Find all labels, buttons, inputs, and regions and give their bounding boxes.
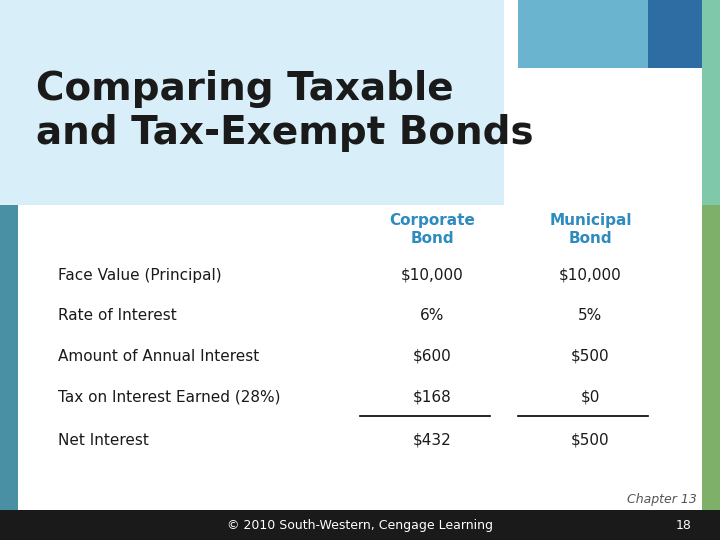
- Text: $10,000: $10,000: [559, 268, 622, 283]
- Text: $600: $600: [413, 349, 451, 364]
- Text: 18: 18: [676, 519, 692, 532]
- FancyBboxPatch shape: [648, 0, 720, 68]
- FancyBboxPatch shape: [0, 510, 720, 540]
- FancyBboxPatch shape: [702, 0, 720, 205]
- Text: Chapter 13: Chapter 13: [627, 493, 698, 506]
- FancyBboxPatch shape: [0, 0, 504, 205]
- Text: $500: $500: [571, 433, 610, 448]
- Text: © 2010 South-Western, Cengage Learning: © 2010 South-Western, Cengage Learning: [227, 519, 493, 532]
- FancyBboxPatch shape: [0, 205, 18, 540]
- Text: Tax on Interest Earned (28%): Tax on Interest Earned (28%): [58, 389, 280, 404]
- Text: $0: $0: [581, 389, 600, 404]
- Text: $500: $500: [571, 349, 610, 364]
- FancyBboxPatch shape: [702, 205, 720, 540]
- Text: 5%: 5%: [578, 308, 603, 323]
- FancyBboxPatch shape: [518, 0, 648, 68]
- Text: $168: $168: [413, 389, 451, 404]
- Text: $10,000: $10,000: [400, 268, 464, 283]
- Text: Amount of Annual Interest: Amount of Annual Interest: [58, 349, 259, 364]
- Text: Comparing Taxable
and Tax-Exempt Bonds: Comparing Taxable and Tax-Exempt Bonds: [36, 70, 534, 152]
- Text: Net Interest: Net Interest: [58, 433, 148, 448]
- Text: Municipal
Bond: Municipal Bond: [549, 213, 631, 246]
- Text: Rate of Interest: Rate of Interest: [58, 308, 176, 323]
- Text: Corporate
Bond: Corporate Bond: [389, 213, 475, 246]
- Text: Face Value (Principal): Face Value (Principal): [58, 268, 221, 283]
- Text: 6%: 6%: [420, 308, 444, 323]
- Text: $432: $432: [413, 433, 451, 448]
